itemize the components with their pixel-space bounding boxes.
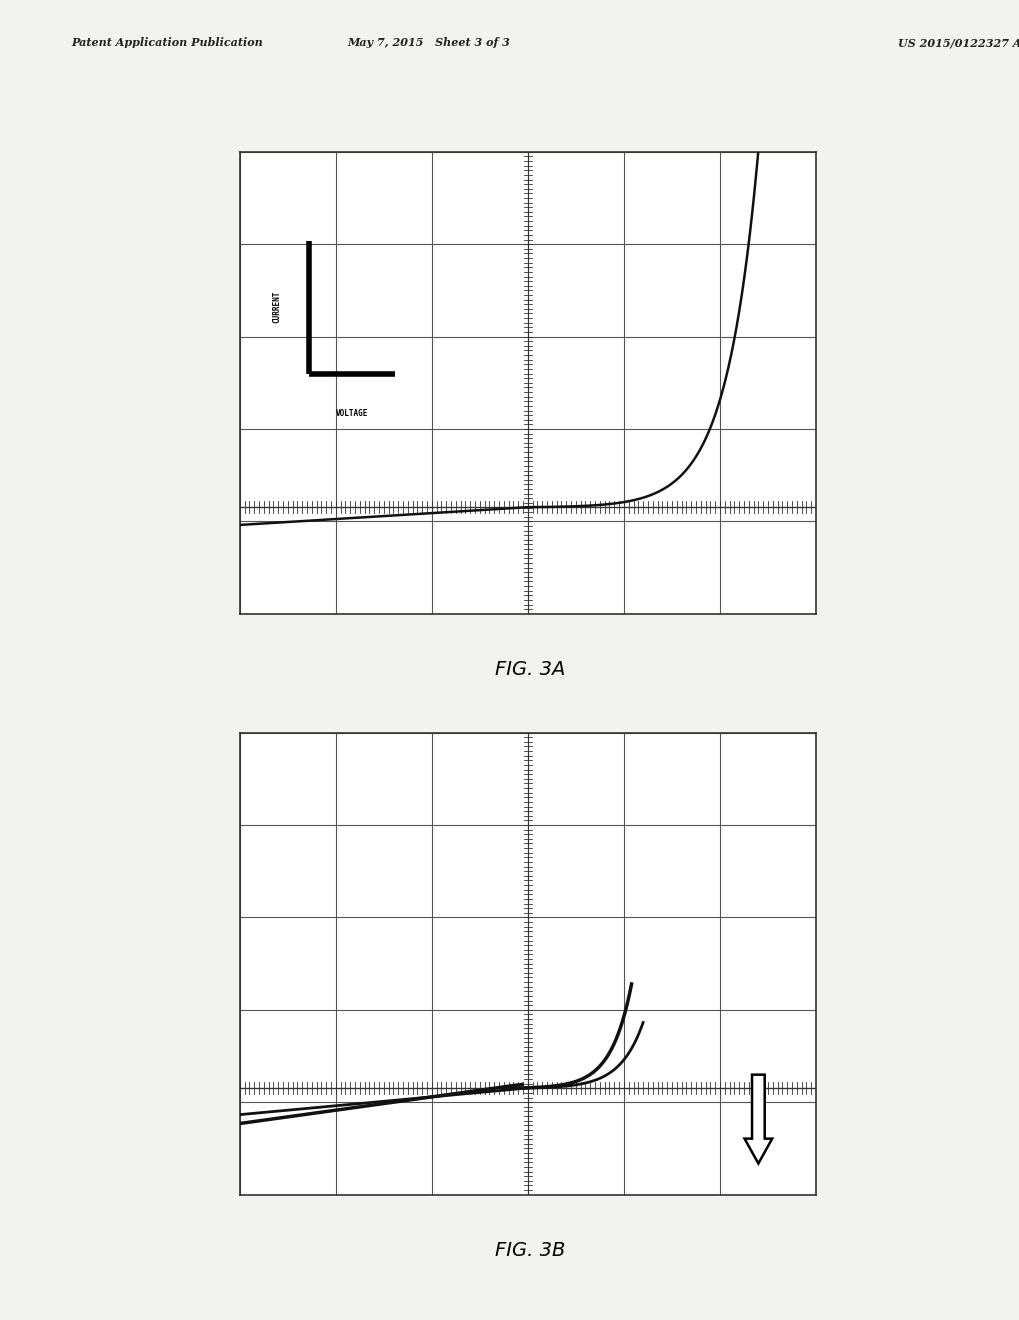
Text: FIG. 3B: FIG. 3B	[495, 1241, 565, 1259]
Text: CURRENT: CURRENT	[272, 292, 281, 323]
FancyArrow shape	[744, 1074, 771, 1163]
Text: Patent Application Publication: Patent Application Publication	[71, 37, 263, 48]
Text: FIG. 3A: FIG. 3A	[495, 660, 565, 678]
Text: US 2015/0122327 A1: US 2015/0122327 A1	[897, 37, 1019, 48]
Text: VOLTAGE: VOLTAGE	[335, 409, 368, 418]
Text: May 7, 2015   Sheet 3 of 3: May 7, 2015 Sheet 3 of 3	[346, 37, 510, 48]
